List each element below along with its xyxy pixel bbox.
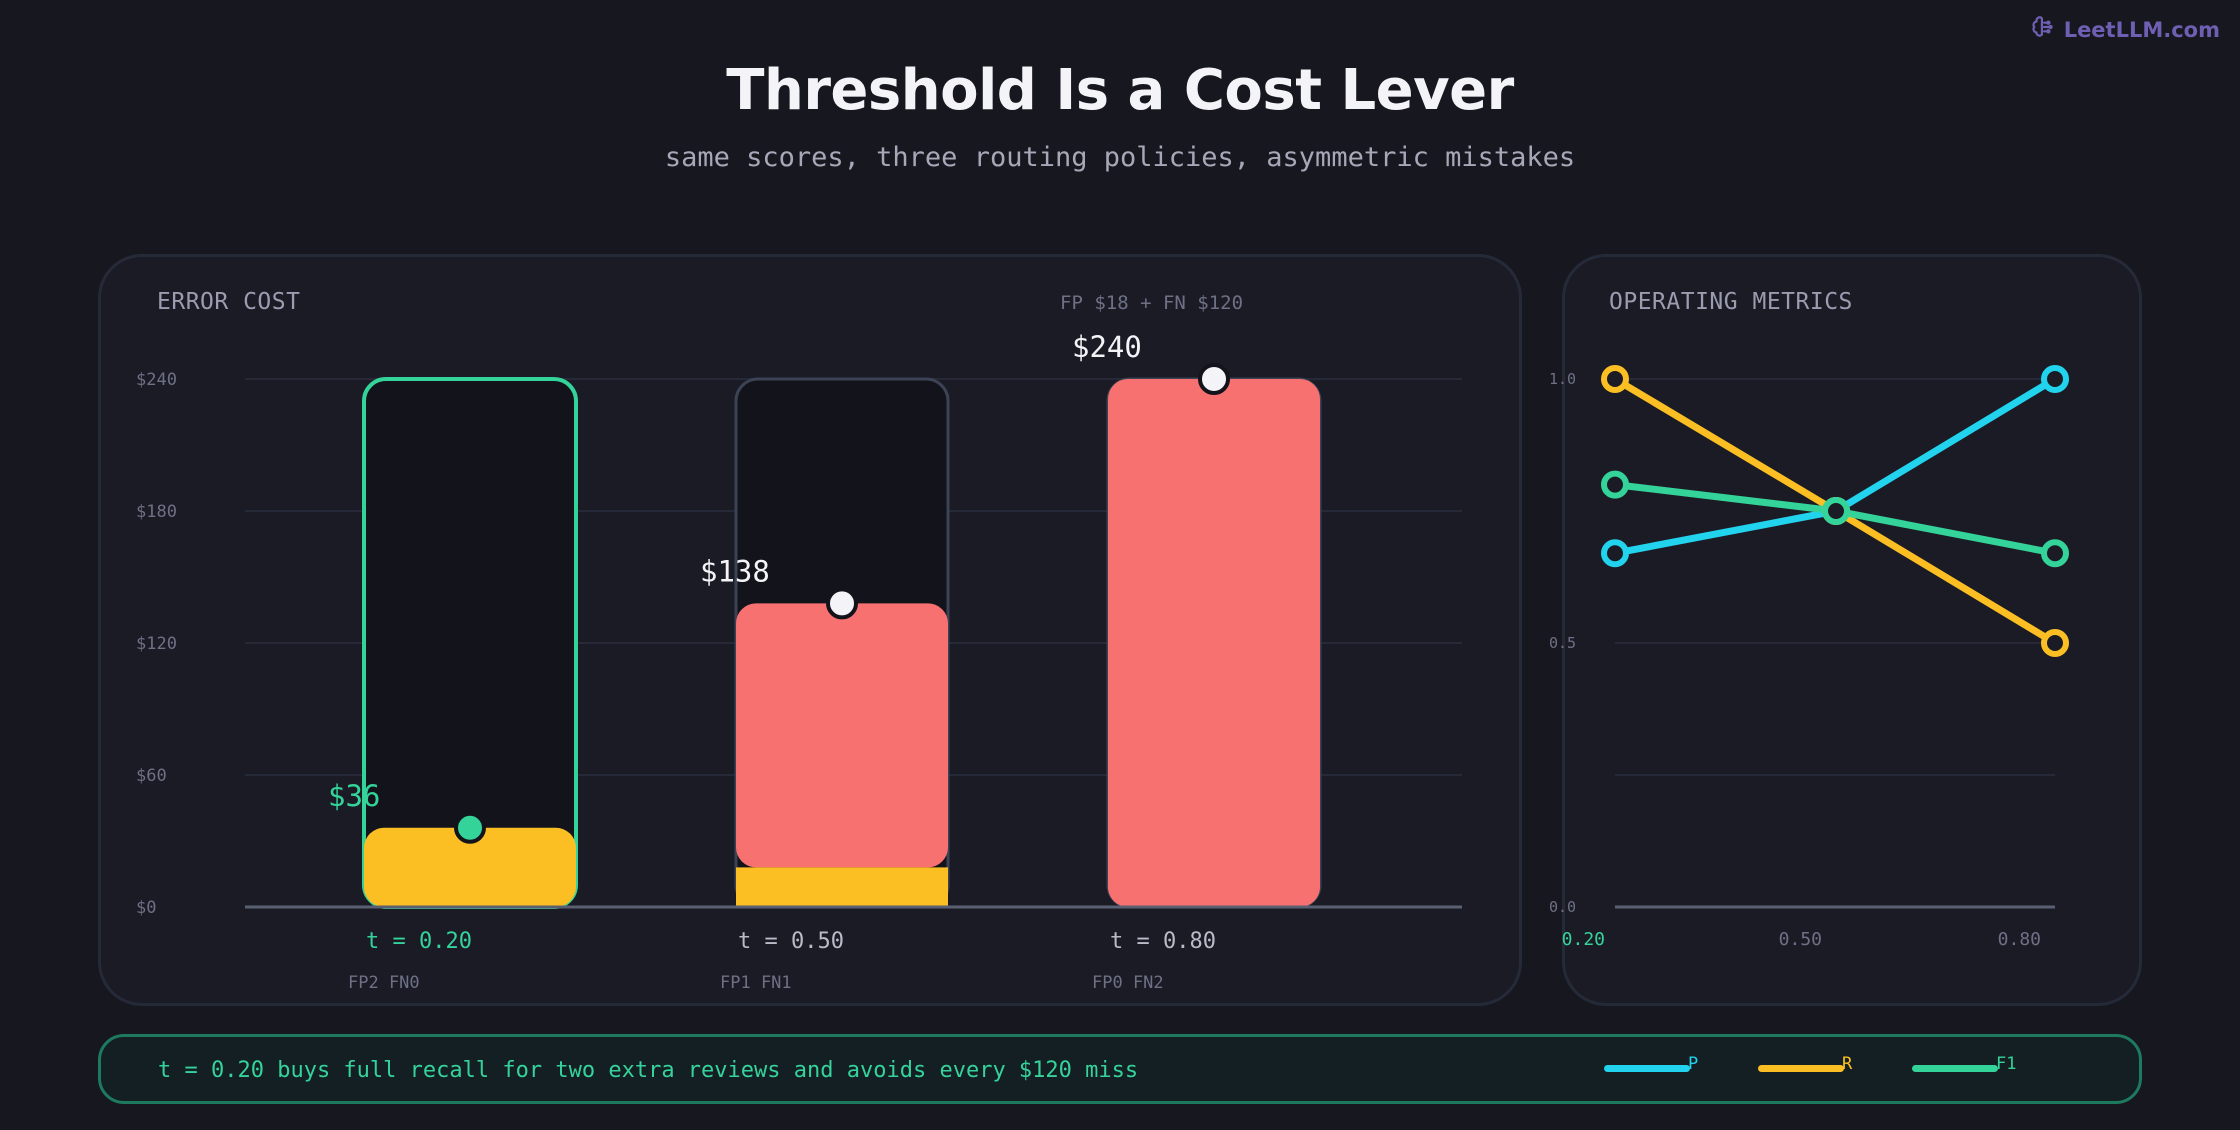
- fn-bar-segment-3: [1108, 379, 1320, 907]
- series-point-p: [1601, 539, 1629, 568]
- cost-ytick-label: $240: [136, 370, 177, 390]
- fn-bar-segment-2: [736, 603, 948, 868]
- series-point-f1: [2041, 539, 2069, 568]
- bar-sublabel-1: FP2 FN0: [348, 973, 420, 993]
- series-line-p: [1611, 375, 2059, 557]
- series-point-f1: [1822, 497, 1850, 525]
- total-label-2: $138: [700, 554, 770, 588]
- legend-label-r: R: [1842, 1054, 1853, 1074]
- metrics-xtick-label: 0.50: [1779, 929, 1822, 950]
- error-cost-title: ERROR COST: [157, 289, 301, 315]
- legend-swatch-p: [1604, 1065, 1690, 1072]
- category-label-1: t = 0.20: [366, 929, 472, 954]
- series-point-r: [2041, 629, 2069, 657]
- total-label-1: $36: [328, 779, 380, 813]
- category-label-2: t = 0.50: [738, 929, 844, 954]
- category-label-3: t = 0.80: [1110, 929, 1216, 954]
- metrics-xtick-label: 0.20: [1562, 929, 1605, 950]
- fp-bar-segment-2: [736, 867, 948, 907]
- legend-label-p: P: [1688, 1054, 1699, 1074]
- metrics-ytick-label: 0.0: [1549, 898, 1576, 916]
- metrics-ytick-label: 1.0: [1549, 370, 1576, 388]
- footer-text: t = 0.20 buys full recall for two extra …: [158, 1058, 1139, 1083]
- total-marker-3: [1198, 363, 1230, 395]
- brain-icon: [2030, 14, 2056, 45]
- total-label-3: $240: [1072, 330, 1142, 364]
- cost-ytick-label: $180: [136, 502, 177, 522]
- series-point-f1: [1601, 470, 1629, 499]
- brand-name: LeetLLM.com: [2063, 17, 2220, 42]
- total-marker-1: [454, 811, 486, 844]
- bar-sublabel-3: FP0 FN2: [1092, 973, 1164, 993]
- bar-sublabel-2: FP1 FN1: [720, 973, 792, 993]
- series-point-p: [2041, 365, 2069, 393]
- brand-logo[interactable]: LeetLLM.com: [2030, 14, 2220, 45]
- page-subtitle: same scores, three routing policies, asy…: [664, 142, 1576, 173]
- metrics-xtick-label: 0.80: [1998, 929, 2041, 950]
- cost-ytick-label: $60: [136, 766, 167, 786]
- cost-note: FP $18 + FN $120: [1060, 292, 1244, 314]
- series-point-r: [1601, 365, 1629, 393]
- legend-swatch-r: [1758, 1065, 1844, 1072]
- operating-metrics-title: OPERATING METRICS: [1609, 289, 1853, 315]
- legend-swatch-f1: [1912, 1065, 1998, 1072]
- legend-label-f1: F1: [1996, 1054, 2017, 1074]
- fp-bar-segment-1: [364, 827, 576, 907]
- page-title: Threshold Is a Cost Lever: [726, 58, 1514, 123]
- cost-ytick-label: $0: [136, 898, 156, 918]
- metrics-ytick-label: 0.5: [1549, 634, 1576, 652]
- cost-ytick-label: $120: [136, 634, 177, 654]
- total-marker-2: [826, 587, 858, 620]
